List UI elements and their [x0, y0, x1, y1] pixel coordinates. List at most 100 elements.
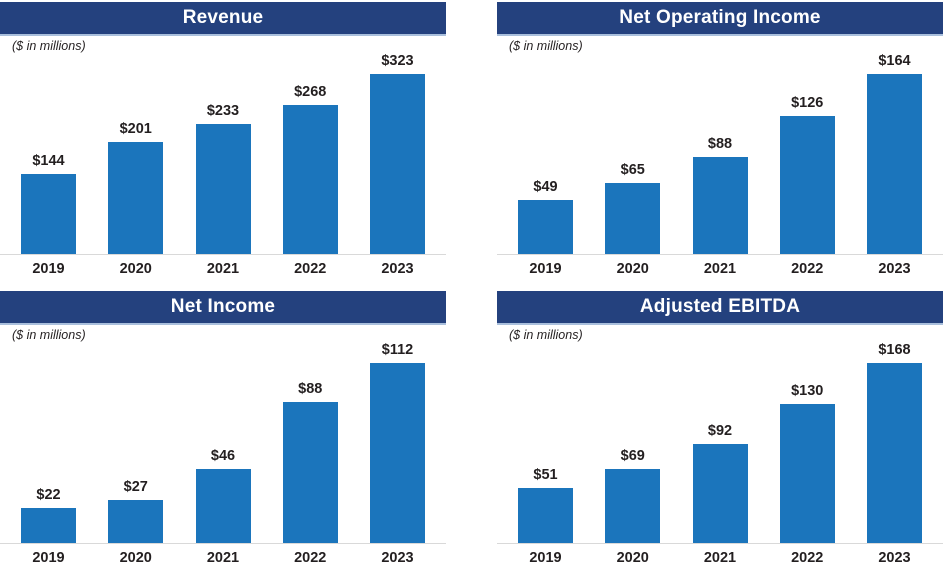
x-axis-tick-label: 2021 — [206, 550, 240, 566]
chart-title-bar: Net Income — [0, 291, 446, 325]
x-axis-tick-label: 2022 — [294, 261, 327, 277]
bar-group: $144 — [21, 153, 76, 254]
x-axis-tick-label: 2021 — [206, 261, 240, 277]
bar-value-label: $268 — [294, 84, 327, 100]
bar-group: $27 — [108, 479, 164, 543]
bar-group: $112 — [370, 342, 425, 543]
bar-group: $168 — [867, 342, 922, 543]
bar — [867, 74, 922, 254]
bar — [692, 157, 748, 254]
bar-group: $22 — [21, 487, 76, 543]
bar-value-label: $126 — [791, 95, 824, 111]
chart-adjusted-ebitda: Adjusted EBITDA ($ in millions) $51 $69 $9… — [497, 291, 943, 566]
x-axis: 2019 2020 2021 2022 2023 — [497, 544, 943, 566]
chart-net-income: Net Income ($ in millions) $22 $27 $46 $88 $… — [0, 291, 446, 566]
x-axis-tick-label: 2023 — [878, 550, 911, 566]
bar — [195, 124, 251, 254]
bar-group: $49 — [518, 179, 573, 254]
bar-value-label: $49 — [533, 179, 558, 195]
bar-group: $126 — [779, 95, 835, 254]
bar — [605, 183, 661, 254]
x-axis-tick-label: 2019 — [529, 550, 562, 566]
bar-value-label: $65 — [620, 162, 645, 178]
bar — [21, 508, 76, 543]
bar-group: $51 — [518, 467, 573, 543]
chart-title: Adjusted EBITDA — [639, 296, 801, 317]
bar — [108, 500, 164, 543]
bar-value-label: $27 — [123, 479, 148, 495]
x-axis-tick-label: 2023 — [381, 550, 414, 566]
x-axis-tick-label: 2021 — [703, 550, 737, 566]
bar-group: $323 — [370, 53, 425, 254]
bar-value-label: $130 — [791, 383, 824, 399]
chart-net-operating-income: Net Operating Income ($ in millions) $49… — [497, 2, 943, 277]
x-axis-tick-label: 2022 — [791, 261, 824, 277]
bar-value-label: $88 — [298, 381, 323, 397]
x-axis: 2019 2020 2021 2022 2023 — [0, 255, 446, 277]
x-axis-tick-label: 2021 — [703, 261, 737, 277]
chart-units-label: ($ in millions) — [12, 328, 86, 342]
chart-units-label: ($ in millions) — [12, 39, 86, 53]
x-axis-tick-label: 2020 — [616, 261, 649, 277]
bar-group: $130 — [779, 383, 835, 543]
chart-title: Net Operating Income — [619, 7, 821, 28]
x-axis-tick-label: 2022 — [294, 550, 327, 566]
x-axis-tick-label: 2019 — [32, 261, 65, 277]
bar-value-label: $168 — [878, 342, 911, 358]
bar-group: $88 — [692, 136, 748, 254]
bar — [370, 363, 425, 543]
chart-units-label: ($ in millions) — [509, 328, 583, 342]
x-axis-tick-label: 2019 — [529, 261, 562, 277]
bar — [21, 174, 76, 254]
chart-title-bar: Revenue — [0, 2, 446, 36]
bar-value-label: $69 — [620, 448, 645, 464]
chart-revenue: Revenue ($ in millions) $144 $201 $233 $268… — [0, 2, 446, 277]
chart-title: Revenue — [182, 7, 264, 28]
bar-group: $164 — [867, 53, 922, 254]
bar-value-label: $88 — [707, 136, 733, 152]
x-axis: 2019 2020 2021 2022 2023 — [497, 255, 943, 277]
x-axis-tick-label: 2022 — [791, 550, 824, 566]
bar-group: $92 — [692, 423, 748, 543]
plot-area: $51 $69 $92 $130 $168 — [497, 342, 943, 544]
bar-group: $88 — [282, 381, 338, 543]
bar-group: $201 — [108, 121, 164, 254]
bar — [692, 444, 748, 543]
chart-title: Net Income — [170, 296, 276, 317]
bar-value-label: $164 — [878, 53, 911, 69]
x-axis-tick-label: 2020 — [119, 550, 152, 566]
bar — [195, 469, 251, 543]
bar-value-label: $92 — [707, 423, 733, 439]
bar-group: $268 — [282, 84, 338, 254]
x-axis: 2019 2020 2021 2022 2023 — [0, 544, 446, 566]
bar — [779, 404, 835, 543]
x-axis-tick-label: 2019 — [32, 550, 65, 566]
bar-value-label: $144 — [32, 153, 65, 169]
x-axis-tick-label: 2020 — [616, 550, 649, 566]
bar — [518, 200, 573, 254]
bar — [867, 363, 922, 543]
bar-value-label: $51 — [533, 467, 558, 483]
bar — [518, 488, 573, 543]
chart-units-label: ($ in millions) — [509, 39, 583, 53]
bar-value-label: $112 — [381, 342, 414, 358]
x-axis-tick-label: 2020 — [119, 261, 152, 277]
x-axis-tick-label: 2023 — [878, 261, 911, 277]
bar-group: $69 — [605, 448, 661, 543]
bar-value-label: $46 — [210, 448, 236, 464]
bar — [370, 74, 425, 254]
bar-group: $46 — [195, 448, 251, 543]
bar-value-label: $233 — [206, 103, 240, 119]
bar — [108, 142, 164, 254]
bar-group: $65 — [605, 162, 661, 254]
x-axis-tick-label: 2023 — [381, 261, 414, 277]
chart-title-bar: Adjusted EBITDA — [497, 291, 943, 325]
plot-area: $49 $65 $88 $126 $164 — [497, 53, 943, 255]
chart-title-bar: Net Operating Income — [497, 2, 943, 36]
bar-value-label: $201 — [119, 121, 152, 137]
bar — [605, 469, 661, 543]
bar — [779, 116, 835, 254]
plot-area: $22 $27 $46 $88 $112 — [0, 342, 446, 544]
bar — [282, 402, 338, 543]
